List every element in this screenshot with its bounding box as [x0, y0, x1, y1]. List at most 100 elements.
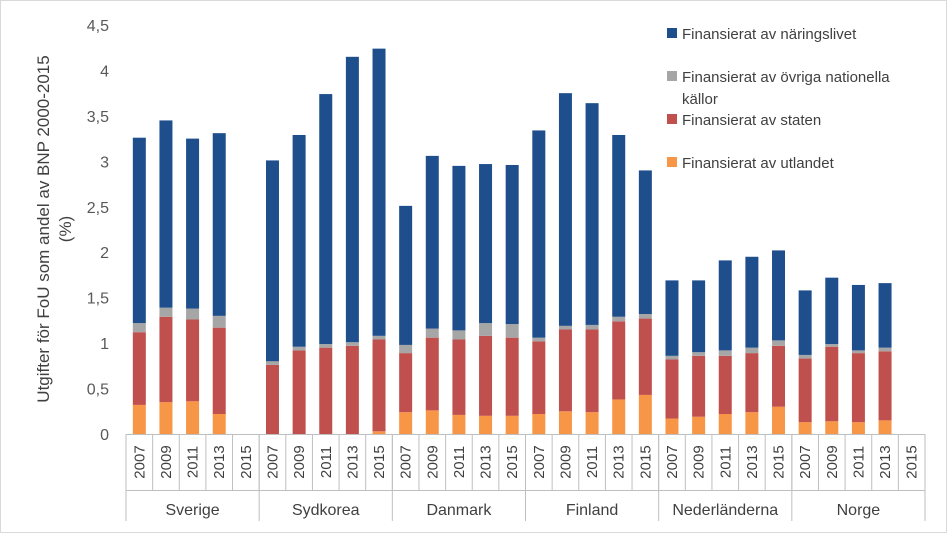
x-tick-label: 2009	[824, 445, 841, 478]
bar-segment-ovriga	[372, 335, 386, 340]
x-tick-label: 2013	[877, 445, 894, 478]
x-tick-label: 2007	[398, 445, 415, 478]
bar-segment-ovriga	[692, 352, 706, 356]
legend-label-ovriga: källor	[682, 91, 718, 108]
y-tick-label: 1,5	[87, 291, 109, 308]
group-label: Sverige	[165, 502, 219, 519]
bar-segment-ovriga	[851, 350, 865, 354]
bar-segment-naringslivet	[878, 283, 892, 348]
bar-segment-staten	[319, 347, 333, 434]
bar-segment-naringslivet	[851, 284, 865, 351]
bar-segment-naringslivet	[772, 250, 786, 341]
bar-segment-naringslivet	[532, 130, 546, 338]
legend: Finansierat av näringslivet Finansierat a…	[667, 26, 890, 172]
bar-segment-staten	[132, 332, 146, 405]
bar-segment-staten	[505, 337, 519, 416]
x-axis: 2007 2009 2011 2013 2015 Sverige 2007 2009 2011 2…	[125, 434, 926, 521]
x-tick-label: 2009	[691, 445, 708, 478]
x-tick-label: 2015	[637, 445, 654, 478]
bar-segment-ovriga	[878, 347, 892, 352]
x-tick-label: 2011	[451, 446, 468, 478]
bar-segment-ovriga	[345, 342, 359, 346]
y-tick-label: 2,5	[87, 200, 109, 217]
bar-segment-naringslivet	[319, 94, 333, 345]
x-tick-label: 2007	[531, 445, 548, 478]
bar-segment-staten	[665, 359, 679, 419]
bar-segment-staten	[345, 345, 359, 434]
bar-segment-ovriga	[212, 315, 226, 328]
y-tick-label: 0	[100, 427, 109, 444]
x-tick-label: 2015	[371, 445, 388, 478]
y-tick-label: 0,5	[87, 382, 109, 399]
bar-segment-utlandet	[372, 431, 386, 434]
y-tick-label: 1	[100, 336, 109, 353]
bar-segment-utlandet	[425, 410, 439, 434]
x-tick-label: 2011	[584, 446, 601, 478]
bar-segment-staten	[878, 351, 892, 421]
x-tick-label: 2013	[211, 445, 228, 478]
y-axis-title: Utgifter för FoU som andel av BNP 2000-2…	[34, 55, 75, 402]
x-tick-label: 2013	[744, 445, 761, 478]
bar-segment-utlandet	[851, 422, 865, 434]
bar-segment-staten	[372, 339, 386, 432]
bar-segment-ovriga	[745, 347, 759, 354]
x-tick-label: 2009	[424, 445, 441, 478]
y-axis-title-line-2: (%)	[56, 216, 75, 242]
bar-segment-ovriga	[825, 344, 839, 347]
bar-segment-naringslivet	[212, 133, 226, 316]
y-tick-label: 2	[100, 245, 109, 262]
group-label: Norge	[837, 502, 881, 519]
bar-segment-ovriga	[798, 354, 812, 359]
bar-segment-staten	[612, 321, 626, 400]
bar-segment-utlandet	[532, 414, 546, 434]
group-label: Sydkorea	[292, 502, 360, 519]
bars	[132, 48, 892, 434]
x-tick-label: 2009	[158, 445, 175, 478]
bar-segment-ovriga	[186, 308, 200, 320]
bar-segment-staten	[798, 358, 812, 423]
group-label: Nederländerna	[672, 502, 778, 519]
bar-segment-naringslivet	[665, 280, 679, 356]
bar-segment-staten	[638, 318, 652, 395]
bar-segment-naringslivet	[265, 160, 279, 362]
bar-segment-staten	[692, 355, 706, 417]
bar-segment-naringslivet	[399, 205, 413, 345]
bar-segment-ovriga	[505, 324, 519, 338]
group-label: Finland	[566, 502, 618, 519]
bar-segment-ovriga	[772, 340, 786, 346]
x-tick-label: 2007	[264, 445, 281, 478]
bar-segment-staten	[452, 339, 466, 415]
x-tick-label: 2013	[344, 445, 361, 478]
bar-segment-utlandet	[825, 421, 839, 434]
bar-segment-naringslivet	[452, 165, 466, 331]
x-tick-label: 2011	[850, 446, 867, 478]
bar-segment-naringslivet	[612, 134, 626, 317]
bar-segment-ovriga	[425, 328, 439, 338]
x-tick-label: 2011	[318, 446, 335, 478]
bar-segment-naringslivet	[186, 138, 200, 309]
bar-segment-naringslivet	[292, 134, 306, 347]
bar-segment-ovriga	[665, 355, 679, 360]
x-tick-label: 2015	[904, 445, 921, 478]
bar-segment-utlandet	[665, 418, 679, 434]
bar-segment-utlandet	[772, 406, 786, 434]
bar-segment-ovriga	[399, 344, 413, 354]
bar-segment-utlandet	[718, 414, 732, 434]
bar-segment-staten	[745, 353, 759, 413]
bar-segment-ovriga	[612, 316, 626, 322]
bar-segment-staten	[825, 346, 839, 422]
bar-segment-naringslivet	[425, 155, 439, 329]
bar-segment-ovriga	[265, 361, 279, 365]
bar-segment-utlandet	[159, 402, 173, 434]
group-label: Danmark	[426, 502, 492, 519]
bar-segment-utlandet	[505, 415, 519, 434]
bar-segment-utlandet	[798, 422, 812, 434]
x-tick-label: 2009	[291, 445, 308, 478]
bar-segment-ovriga	[558, 325, 572, 330]
bar-segment-utlandet	[612, 399, 626, 434]
bar-segment-staten	[292, 350, 306, 434]
x-tick-label: 2015	[504, 445, 521, 478]
bar-segment-ovriga	[479, 323, 493, 336]
bar-segment-naringslivet	[638, 170, 652, 315]
